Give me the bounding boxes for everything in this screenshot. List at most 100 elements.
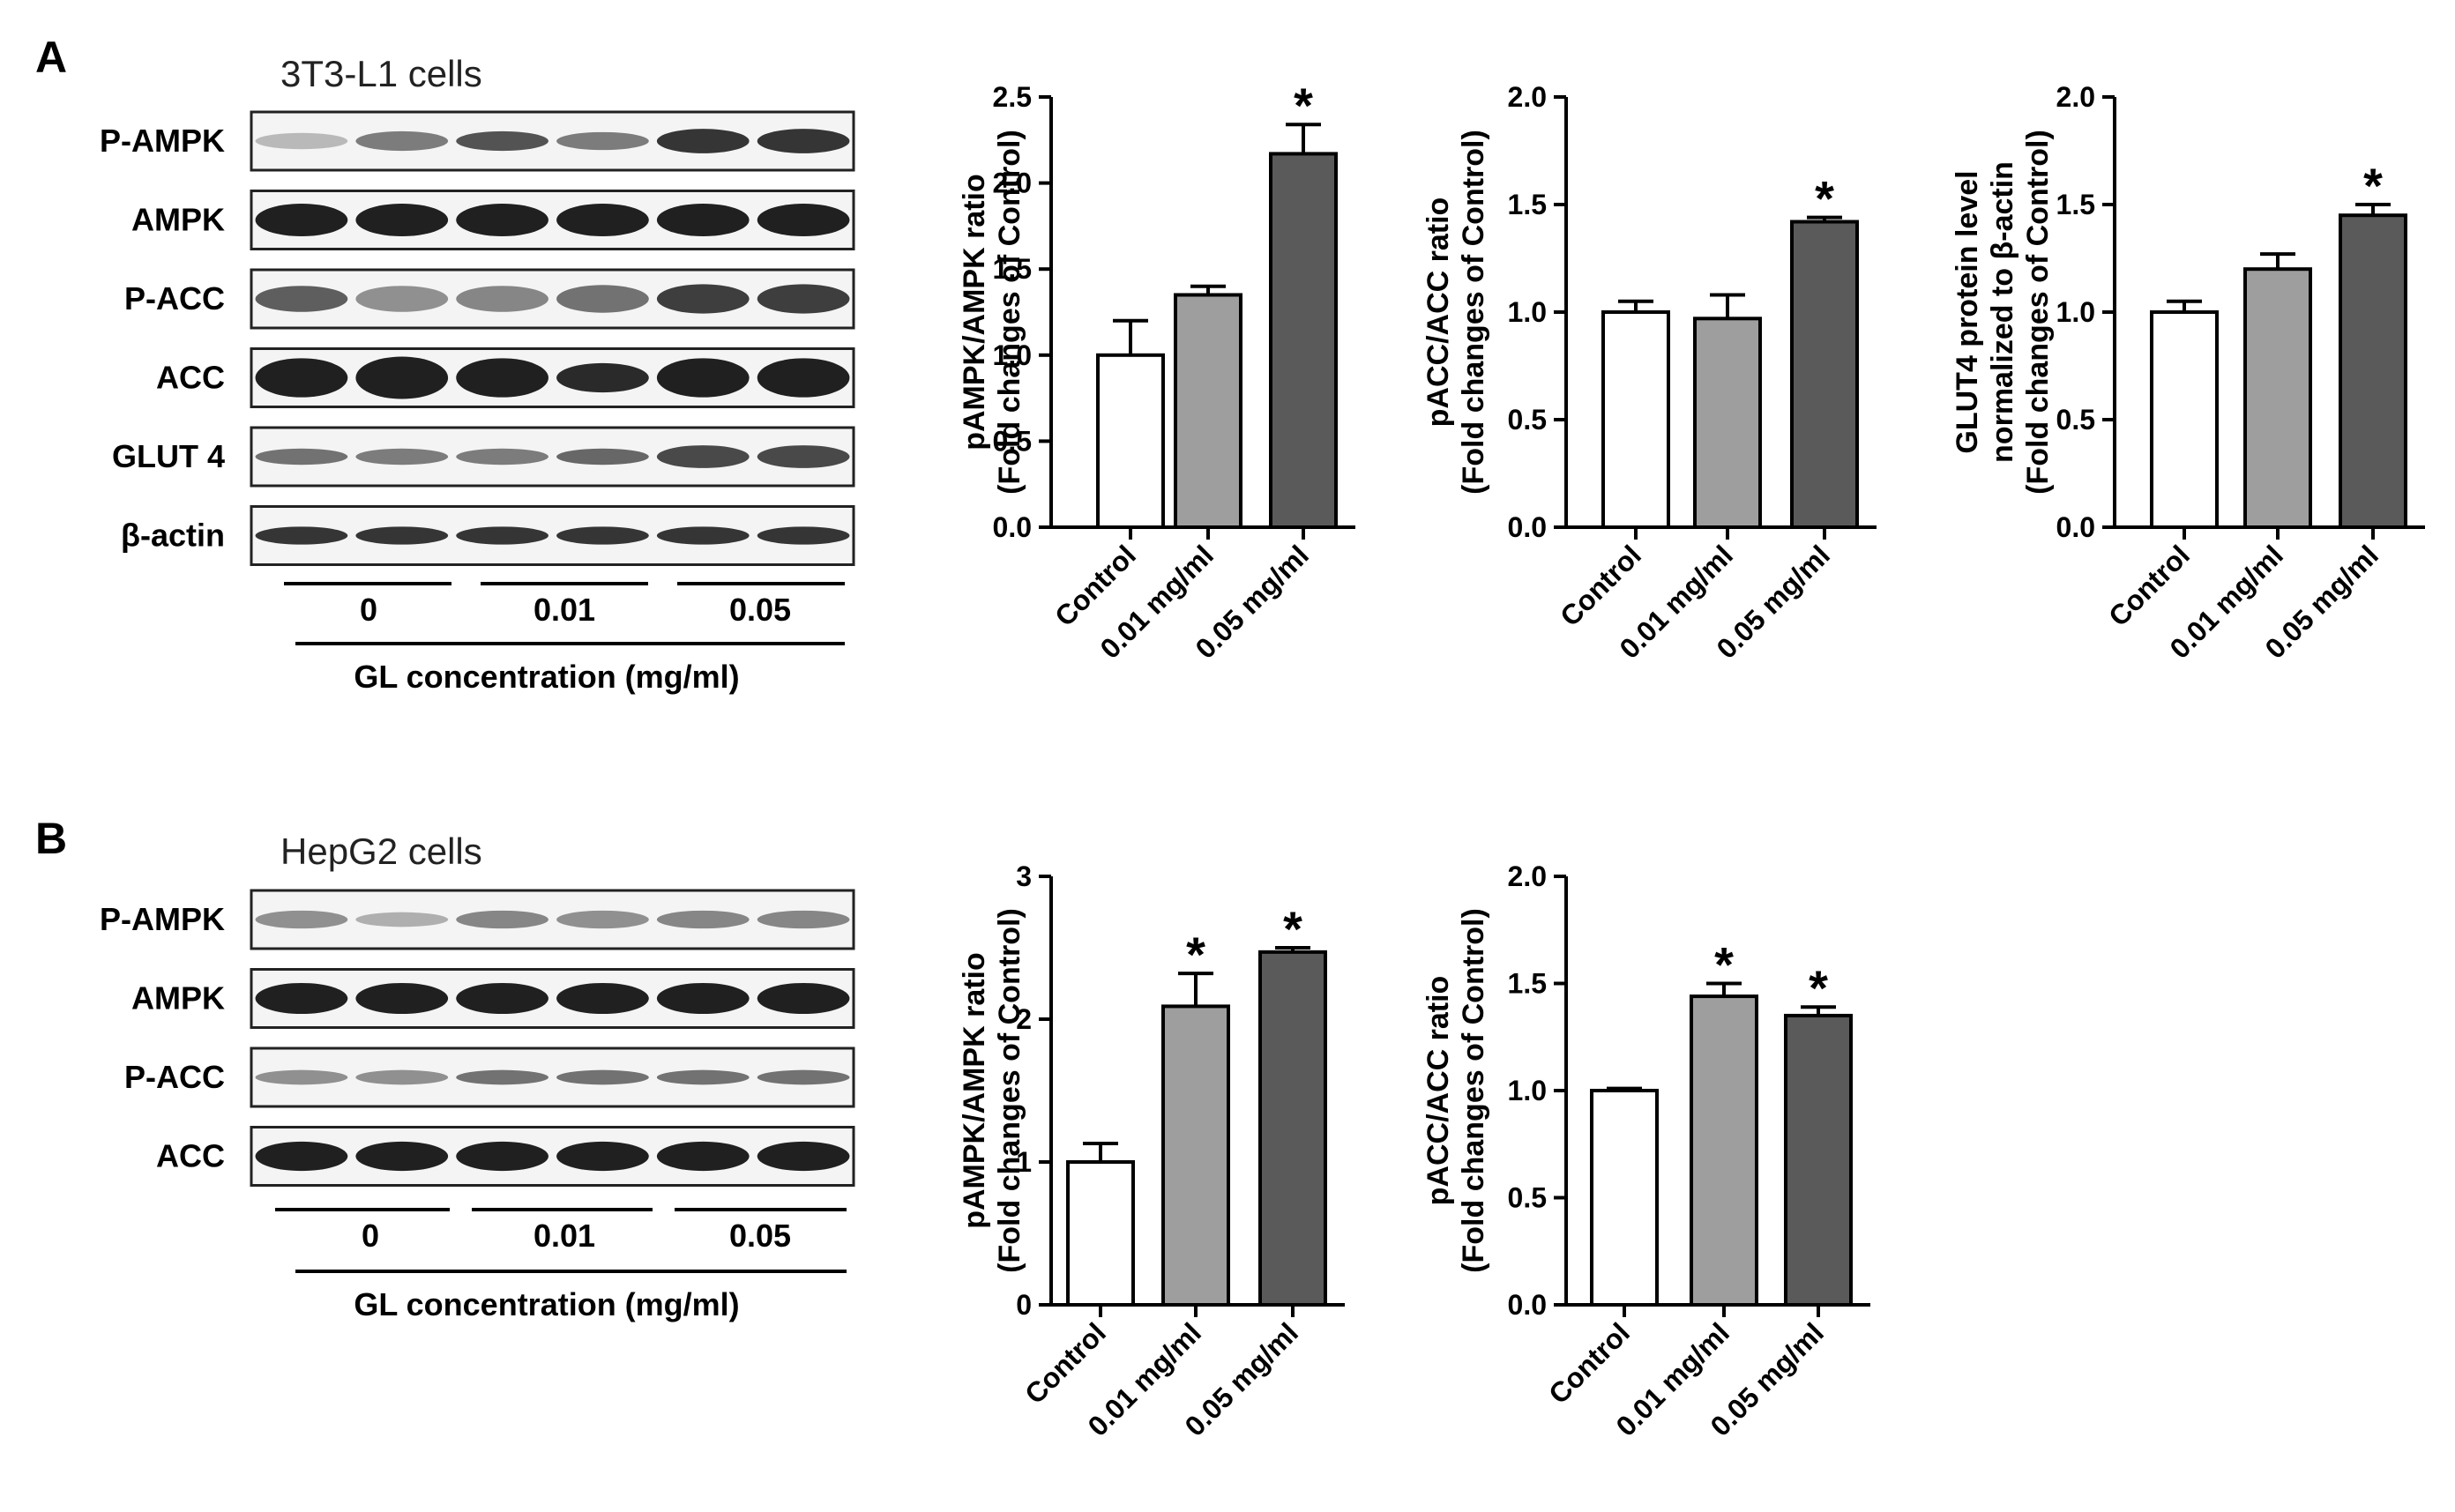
blot-band [556,362,649,393]
y-axis-label: (Fold changes of Control) [2021,130,2055,495]
blot-band [456,204,548,236]
y-axis-label: (Fold changes of Control) [1457,908,1490,1273]
blot-band [355,448,449,466]
y-tick-label: 2.5 [993,81,1032,113]
y-tick-label: 1.5 [1508,968,1547,1000]
y-tick-label: 1.0 [1508,1075,1547,1106]
blot-strip [250,347,855,408]
blot-strip [250,190,855,250]
significance-star: * [1186,927,1205,982]
blot-band-label: P-ACC [124,280,225,317]
category-label: Control [1019,1316,1112,1410]
y-tick-label: 0.0 [1508,1289,1547,1321]
blot-band [757,204,850,236]
blot-band [757,1069,850,1085]
bar [1693,317,1762,529]
blot-band [456,1141,548,1172]
blot-band [556,982,649,1015]
blot-band [255,982,348,1015]
blot-band [456,130,548,152]
y-axis-label: (Fold changes of Control) [993,130,1026,495]
y-tick-label: 0 [1016,1289,1032,1321]
concentration-label: 0.05 [729,592,791,628]
blot-band [757,445,850,468]
cell-line-title-a: 3T3-L1 cells [280,53,482,94]
blot-band [255,204,348,236]
blot-band [656,358,750,398]
category-label: Control [2102,539,2196,632]
blot-band-label: ACC [156,1138,225,1174]
bar [1690,994,1758,1307]
blot-band-label: ACC [156,360,225,396]
blot-band [556,1141,649,1172]
bar [2339,213,2407,529]
blot-band-label: β-actin [121,518,225,554]
blot-band [255,910,348,929]
blot-band [456,1069,548,1085]
y-axis-label: normalized to β-actin [1986,161,2019,463]
cell-line-title-b: HepG2 cells [280,830,482,872]
significance-star: * [1714,937,1734,993]
y-axis-label: GLUT4 protein level [1951,170,1984,453]
y-tick-label: 3 [1016,860,1032,892]
blot-band [456,910,548,929]
blot-band [456,448,548,466]
blot-band [355,1141,449,1172]
blot-band [255,1069,348,1085]
panel-letter-b: B [35,814,67,863]
bar [1784,1013,1853,1307]
significance-star: * [2363,158,2383,213]
blot-band-label: P-ACC [124,1059,225,1095]
blot-band [255,448,348,466]
blot-band [757,910,850,929]
blot-band [355,526,449,545]
blot-band [656,1141,750,1172]
y-tick-label: 1 [1016,1146,1032,1178]
blot-band [355,356,449,399]
blot-band [656,129,750,153]
y-tick-label: 2 [1016,1003,1032,1035]
category-label: Control [1554,539,1647,632]
blot-band [255,1141,348,1172]
bar [1269,152,1338,530]
blot-strip [250,110,855,172]
y-tick-label: 0.5 [1508,1182,1547,1214]
blot-band [355,130,449,152]
blot-band [656,204,750,236]
y-axis-label: pACC/ACC ratio [1422,197,1455,428]
y-tick-label: 0.0 [2056,511,2095,543]
y-tick-label: 0.5 [2056,404,2095,436]
blot-band [757,284,850,314]
panel-letter-a: A [35,33,67,82]
western-blot-b: P-AMPK AMPK P-ACC ACC [100,889,855,1187]
blot-band [656,445,750,468]
y-axis-label: pAMPK/AMPK ratio [958,174,991,451]
concentration-label: 0 [360,592,377,628]
gl-concentration-label: GL concentration (mg/ml) [354,659,739,695]
blot-band [556,448,649,466]
blot-band [355,912,449,927]
blot-band-label: AMPK [131,980,225,1017]
y-tick-label: 1.5 [993,253,1032,285]
blot-strip [250,1126,855,1187]
significance-star: * [1809,960,1828,1016]
blot-band [556,131,649,151]
bar [1258,950,1327,1307]
y-tick-label: 1.5 [2056,189,2095,220]
blot-band [556,285,649,313]
blot-band [255,286,348,312]
blot-band [656,910,750,929]
blot-band [355,982,449,1015]
bar [1066,1160,1135,1307]
y-tick-label: 1.5 [1508,189,1547,220]
blot-band [355,1069,449,1085]
blot-band [456,526,548,545]
concentration-label: 0.05 [729,1218,791,1254]
y-tick-label: 2.0 [1508,860,1547,892]
bar [1601,310,1670,529]
